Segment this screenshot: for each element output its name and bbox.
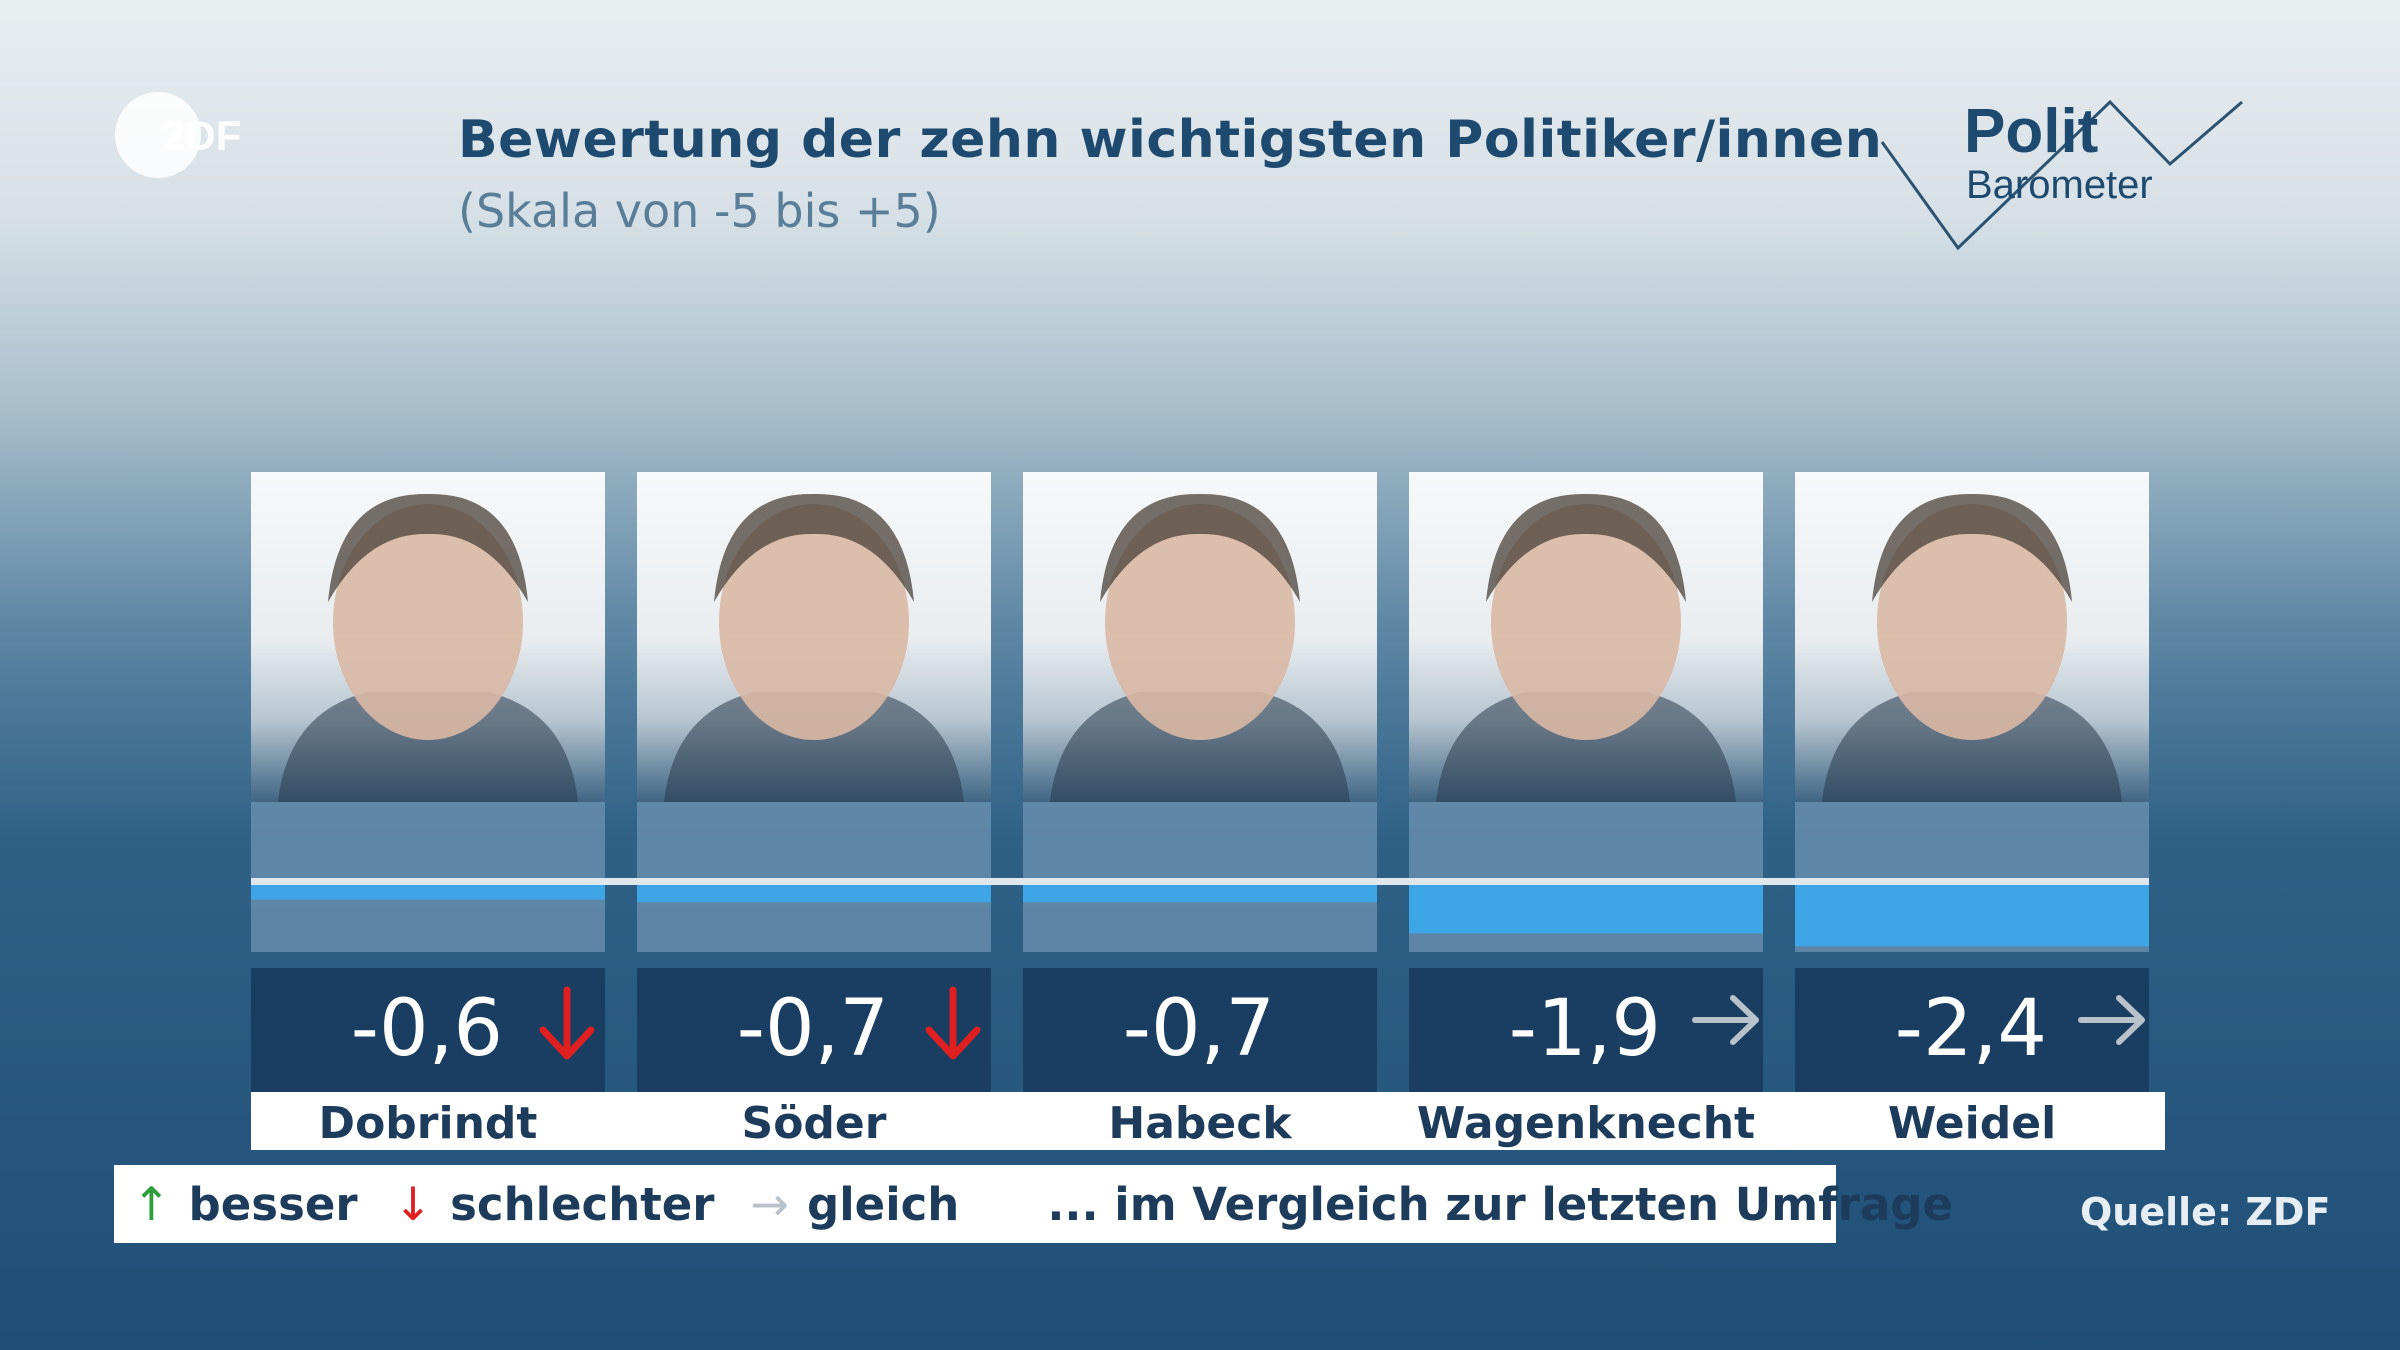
scale-panel xyxy=(637,802,991,952)
trend-down-icon xyxy=(539,986,595,1060)
scale-panel xyxy=(251,802,605,952)
trend-same-icon xyxy=(1692,995,1759,1045)
portrait-shoulders xyxy=(1822,692,2122,802)
value-panel xyxy=(1795,968,2149,1092)
category-label: Weidel xyxy=(1888,1098,2056,1149)
name-panel xyxy=(1779,1092,2165,1150)
value-panel xyxy=(1023,968,1377,1092)
data-label: -0,6 xyxy=(351,984,503,1074)
portrait-face xyxy=(1491,504,1681,740)
zdf-logo-circle xyxy=(115,92,201,178)
category-label: Wagenknecht xyxy=(1417,1098,1755,1149)
data-label: -0,7 xyxy=(737,984,889,1074)
portrait-hair xyxy=(1486,493,1686,602)
bar xyxy=(1795,884,2149,947)
legend-note: ... im Vergleich zur letzten Umfrage xyxy=(1047,1177,1954,1231)
name-panel xyxy=(621,1092,1007,1150)
arrow-up-icon: ↑ xyxy=(132,1177,171,1231)
brand-line-1: Polit xyxy=(1964,97,2098,166)
name-panel xyxy=(1393,1092,1779,1150)
name-panel xyxy=(251,1092,621,1150)
source-credit: Quelle: ZDF xyxy=(2080,1190,2331,1234)
legend-up-label: besser xyxy=(188,1177,358,1231)
scale-panel xyxy=(1023,802,1377,952)
zdf-logo-text: 2DF xyxy=(162,112,241,159)
data-label: -0,7 xyxy=(1123,984,1275,1074)
portrait-face xyxy=(719,504,909,740)
bar xyxy=(637,884,991,903)
name-panel xyxy=(1007,1092,1393,1150)
portrait-face xyxy=(1877,504,2067,740)
legend-same-label: gleich xyxy=(807,1177,960,1231)
brand-line-2: Barometer xyxy=(1966,163,2153,207)
portrait-face xyxy=(333,504,523,740)
legend-down-label: schlechter xyxy=(450,1177,715,1231)
politbarometer-zigzag xyxy=(1880,99,2243,251)
zdf-logo: 2DF xyxy=(115,92,241,178)
arrow-right-icon: → xyxy=(750,1177,790,1231)
portrait-hair xyxy=(328,493,528,602)
portrait-hair xyxy=(1100,493,1300,602)
bar xyxy=(251,884,605,900)
category-label: Söder xyxy=(742,1098,887,1149)
category-label: Dobrindt xyxy=(319,1098,538,1149)
portrait-shoulders xyxy=(664,692,964,802)
chart-subtitle: (Skala von -5 bis +5) xyxy=(458,184,941,238)
bar xyxy=(1023,884,1377,903)
portrait-hair xyxy=(1872,493,2072,602)
chart-title: Bewertung der zehn wichtigsten Politiker… xyxy=(458,110,1883,170)
data-label: -1,9 xyxy=(1509,984,1661,1074)
politbarometer-logo: Polit Barometer xyxy=(1880,97,2243,251)
arrow-down-icon: ↓ xyxy=(393,1177,433,1231)
portrait-hair xyxy=(714,493,914,602)
portrait-shoulders xyxy=(1050,692,1350,802)
value-panel xyxy=(1409,968,1763,1092)
trend-down-icon xyxy=(925,986,981,1060)
legend: ↑ besser ↓ schlechter → gleich ... im Ve… xyxy=(114,1165,1953,1243)
bar xyxy=(1409,884,1763,934)
trend-same-icon xyxy=(2078,995,2145,1045)
portrait-shoulders xyxy=(278,692,578,802)
data-label: -2,4 xyxy=(1895,984,2047,1074)
category-label: Habeck xyxy=(1108,1098,1293,1149)
portrait-face xyxy=(1105,504,1295,740)
portrait-shoulders xyxy=(1436,692,1736,802)
zero-line xyxy=(251,878,2149,885)
